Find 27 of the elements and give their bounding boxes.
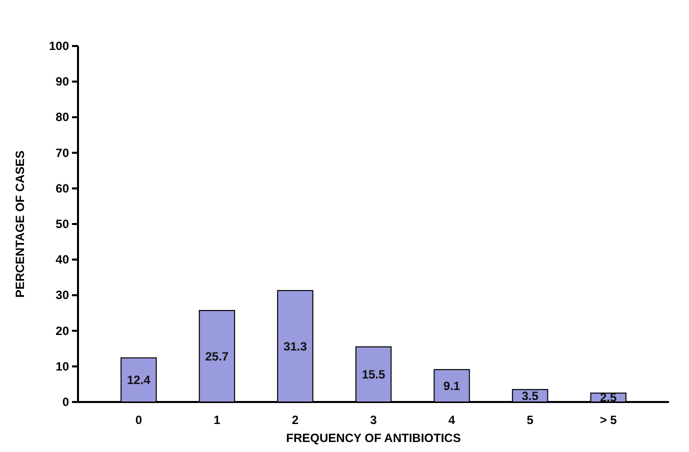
x-tick-label: 5 (526, 413, 534, 427)
y-axis-title: PERCENTAGE OF CASES (13, 150, 27, 298)
x-axis-title: FREQUENCY OF ANTIBIOTICS (286, 431, 461, 445)
x-tick-label: > 5 (600, 413, 618, 427)
x-tick-label: 2 (292, 413, 299, 427)
x-tick-label: 3 (370, 413, 378, 427)
data-label: 12.4 (126, 372, 151, 387)
x-tick-label: 0 (135, 413, 142, 427)
y-tick-label: 10 (56, 359, 70, 374)
x-tick-label: 1 (214, 413, 221, 427)
y-tick-label: 50 (56, 217, 70, 231)
y-tick-label: 60 (56, 181, 70, 196)
x-tick-label: 4 (448, 413, 456, 427)
y-tick-label: 90 (56, 74, 70, 89)
y-tick-label: 100 (48, 39, 70, 53)
y-tick-label: 20 (56, 324, 70, 338)
data-label: 15.5 (362, 367, 386, 382)
y-tick-label: 30 (56, 288, 70, 302)
y-tick-label: 40 (56, 252, 70, 267)
data-label: 31.3 (284, 339, 308, 354)
data-label: 3.5 (522, 388, 539, 403)
data-label: 25.7 (205, 349, 229, 364)
y-tick-label: 80 (56, 110, 70, 124)
y-tick-label: 0 (62, 395, 70, 409)
data-label: 2.5 (600, 390, 617, 405)
data-label: 9.1 (443, 378, 460, 393)
y-tick-label: 70 (56, 146, 70, 160)
